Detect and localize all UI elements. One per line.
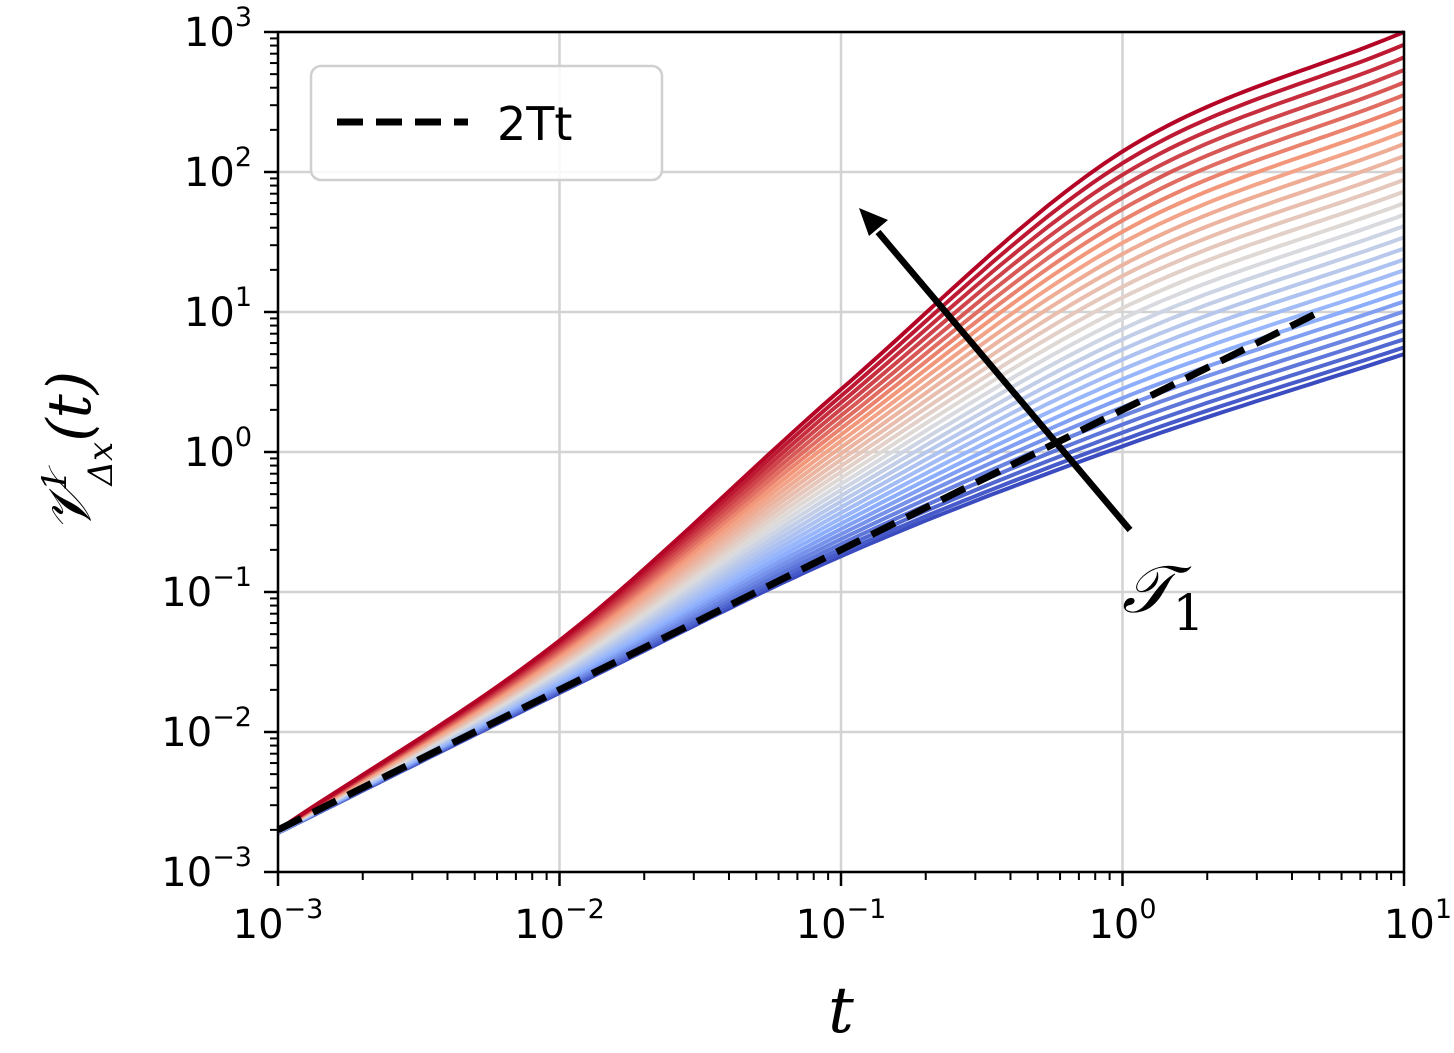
- legend-label: 2Tt: [497, 97, 572, 151]
- y-tick-label: 10−2: [161, 702, 252, 756]
- y-tick-base: 10: [161, 710, 212, 756]
- x-tick-label: 100: [1088, 894, 1156, 948]
- y-tick-exponent: −2: [212, 702, 252, 733]
- annotation-label: 𝒯1: [1122, 551, 1204, 642]
- x-tick-exponent: 1: [1435, 894, 1452, 925]
- y-tick-base: 10: [184, 290, 235, 336]
- y-axis-title: 𝒱1 Δx(t): [35, 371, 121, 533]
- y-tick-label: 10−3: [161, 842, 252, 896]
- x-tick-base: 10: [1384, 902, 1435, 948]
- y-tick-exponent: 1: [235, 282, 252, 313]
- annotation-arrowhead: [859, 208, 888, 236]
- x-tick-exponent: −2: [565, 894, 605, 925]
- y-tick-label: 10−1: [161, 562, 252, 616]
- y-tick-exponent: −3: [212, 842, 252, 873]
- y-tick-base: 10: [184, 150, 235, 196]
- x-tick-base: 10: [796, 902, 847, 948]
- x-tick-exponent: −3: [284, 894, 324, 925]
- x-tick-base: 10: [1088, 902, 1139, 948]
- annotation-arrow-shaft: [875, 229, 1133, 533]
- annotation-subscript: 1: [1173, 584, 1205, 642]
- y-axis-argument: (t): [35, 371, 105, 442]
- x-tick-label: 10−1: [796, 894, 887, 948]
- y-tick-label: 100: [184, 422, 252, 476]
- y-tick-exponent: 2: [235, 142, 252, 173]
- x-tick-label: 10−2: [514, 894, 605, 948]
- x-tick-labels: 10−3 10−2 10−1 100 101: [233, 894, 1452, 948]
- x-tick-base: 10: [233, 902, 284, 948]
- x-tick-label: 10−3: [233, 894, 324, 948]
- x-tick-exponent: −1: [847, 894, 887, 925]
- legend: 2Tt: [309, 64, 664, 182]
- y-tick-label: 103: [184, 2, 252, 56]
- y-tick-base: 10: [184, 10, 235, 56]
- y-tick-base: 10: [184, 430, 235, 476]
- y-tick-exponent: 3: [235, 2, 252, 33]
- y-tick-label: 102: [184, 142, 252, 196]
- axis-ticks: [264, 30, 1406, 886]
- legend-box: [309, 64, 664, 182]
- y-axis-superscript: 1: [35, 470, 75, 492]
- x-tick-base: 10: [514, 902, 565, 948]
- y-axis-subscript: Δx: [81, 442, 121, 488]
- y-tick-base: 10: [161, 850, 212, 896]
- y-tick-label: 101: [184, 282, 252, 336]
- curve-30: [276, 30, 1405, 832]
- x-axis-title: t: [828, 974, 854, 1048]
- y-tick-base: 10: [161, 570, 212, 616]
- x-tick-label: 101: [1384, 894, 1452, 948]
- y-tick-exponent: −1: [212, 562, 252, 593]
- y-tick-exponent: 0: [235, 422, 252, 453]
- x-tick-exponent: 0: [1139, 894, 1156, 925]
